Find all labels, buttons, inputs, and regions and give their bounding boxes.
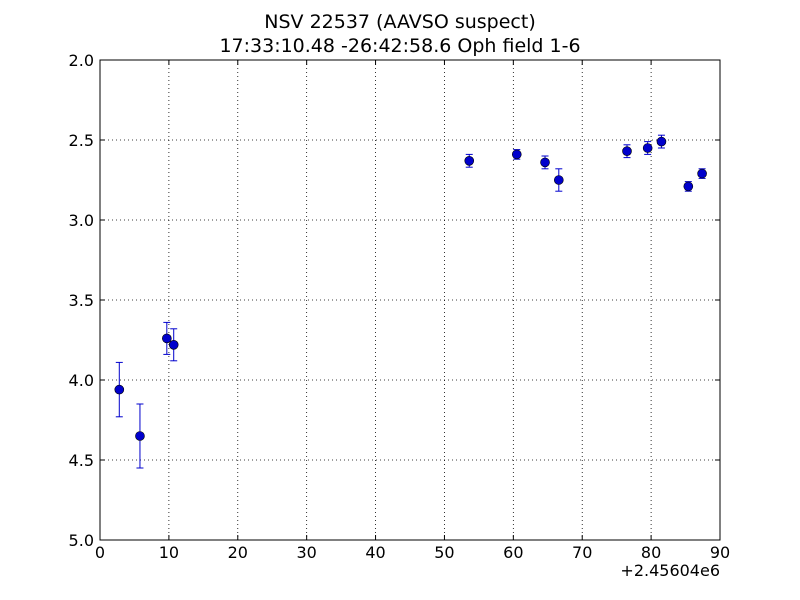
x-tick-label: 10 <box>159 543 179 562</box>
data-point <box>464 156 475 166</box>
y-tick-label: 3.5 <box>69 291 94 310</box>
data-point <box>168 339 179 350</box>
x-tick-label: 20 <box>228 543 248 562</box>
y-tick-label: 4.5 <box>69 451 94 470</box>
y-tick-label: 2.5 <box>69 131 94 150</box>
x-tick-label: 90 <box>710 543 730 562</box>
data-point <box>656 136 667 147</box>
data-point <box>540 157 550 168</box>
data-point <box>162 333 172 344</box>
x-tick-label: 70 <box>572 543 592 562</box>
y-tick-label: 3.0 <box>69 211 94 230</box>
data-series <box>114 134 707 469</box>
x-tick-label: 80 <box>641 543 661 562</box>
chart-title: NSV 22537 (AAVSO suspect) <box>264 11 536 33</box>
grid <box>100 60 720 540</box>
data-point <box>622 146 632 156</box>
data-point <box>642 143 653 153</box>
y-tick-label: 4.0 <box>69 371 94 390</box>
data-point <box>511 149 522 160</box>
axis-ticks: 0 10 20 30 40 50 60 70 80 90 2.0 2.5 3.0 3.5 4.0 4.5 5.0 <box>69 51 731 562</box>
data-point <box>114 384 125 395</box>
y-tick-label: 2.0 <box>69 51 94 70</box>
chart-subtitle: 17:33:10.48 -26:42:58.6 Oph field 1-6 <box>219 35 581 57</box>
x-tick-label: 0 <box>95 543 105 562</box>
data-point <box>683 181 694 192</box>
x-tick-label: 60 <box>503 543 523 562</box>
x-tick-label: 40 <box>365 543 385 562</box>
x-tick-label: 30 <box>296 543 316 562</box>
x-tick-label: 50 <box>434 543 454 562</box>
data-point <box>135 431 145 441</box>
data-point <box>553 175 564 185</box>
y-tick-label: 5.0 <box>69 531 94 550</box>
data-point <box>697 168 707 179</box>
x-offset-label: +2.45604e6 <box>620 561 720 580</box>
